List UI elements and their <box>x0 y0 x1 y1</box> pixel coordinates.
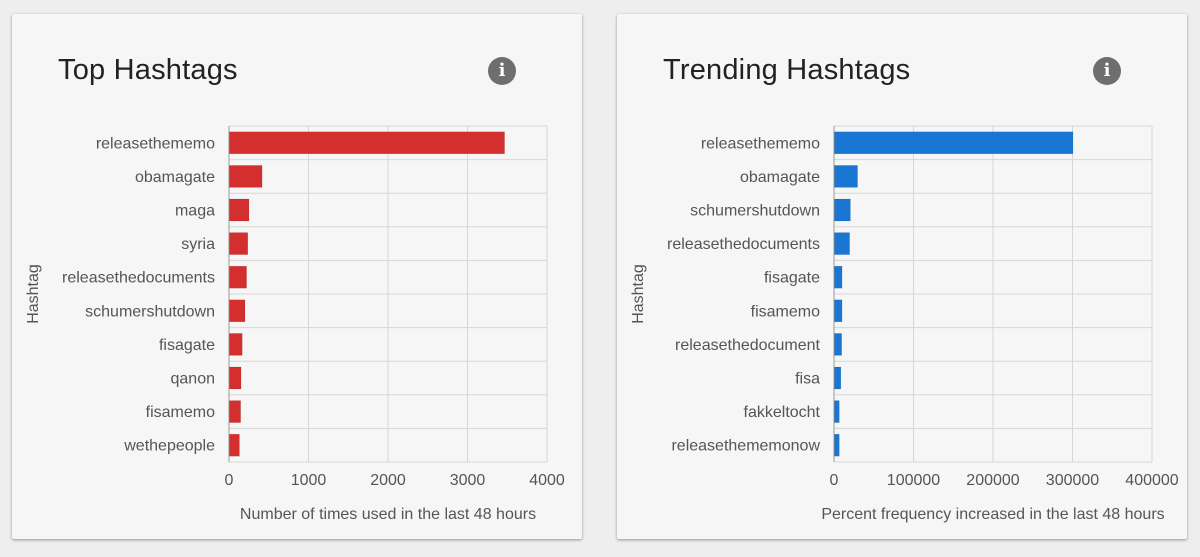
bar <box>229 433 240 457</box>
category-label: fisamemo <box>146 404 215 421</box>
card-title: Top Hashtags <box>58 54 238 86</box>
x-tick-label: 3000 <box>450 472 486 489</box>
category-label: schumershutdown <box>85 303 215 320</box>
card-title: Trending Hashtags <box>663 54 911 86</box>
category-label: fisa <box>795 371 820 388</box>
x-tick-label: 2000 <box>370 472 406 489</box>
bar <box>834 366 842 390</box>
category-label: releasethememonow <box>671 438 820 455</box>
category-label: obamagate <box>135 169 215 186</box>
x-tick-label: 0 <box>830 472 839 489</box>
category-label: obamagate <box>740 169 820 186</box>
bar <box>834 165 858 188</box>
info-icon[interactable]: i <box>1093 57 1121 85</box>
category-label: maga <box>175 203 215 220</box>
x-tick-label: 0 <box>225 472 234 489</box>
x-tick-label: 1000 <box>291 472 327 489</box>
category-label: fisagate <box>159 337 215 354</box>
bar <box>229 400 241 423</box>
x-tick-label: 400000 <box>1125 472 1178 489</box>
category-label: releasethememo <box>701 135 820 152</box>
top-hashtags-chart: releasethememo obamagate maga syria releaset… <box>25 125 565 523</box>
bar <box>834 198 851 222</box>
bar <box>229 299 246 323</box>
bar <box>834 433 840 457</box>
y-axis-label: Hashtag <box>25 264 42 324</box>
category-label: fisamemo <box>751 303 820 320</box>
bar <box>229 165 263 188</box>
bar <box>229 198 250 222</box>
bar <box>834 400 840 423</box>
info-icon[interactable]: i <box>488 57 516 85</box>
bar <box>834 299 843 323</box>
y-axis-label: Hashtag <box>630 264 647 324</box>
category-label: releasethedocument <box>675 337 821 354</box>
bar <box>229 265 247 289</box>
category-label: releasethememo <box>96 135 215 152</box>
x-tick-label: 100000 <box>887 472 940 489</box>
category-label: wethepeople <box>123 438 215 455</box>
x-tick-label: 200000 <box>966 472 1019 489</box>
bar <box>834 265 843 289</box>
bar <box>834 131 1074 155</box>
trending-hashtags-chart: releasethememo obamagate schumershutdown re… <box>630 125 1179 523</box>
x-axis-label: Number of times used in the last 48 hour… <box>240 506 536 523</box>
category-label: qanon <box>171 371 216 388</box>
x-axis-label: Percent frequency increased in the last … <box>821 506 1164 523</box>
category-label: releasethedocuments <box>62 270 215 287</box>
x-tick-label: 4000 <box>529 472 565 489</box>
bar <box>834 232 850 255</box>
bar <box>229 333 243 356</box>
category-label: releasethedocuments <box>667 236 820 253</box>
category-label: syria <box>181 236 215 253</box>
bar <box>229 232 249 255</box>
top-hashtags-card: Top Hashtags i releasethememo obamagate ma… <box>12 14 582 539</box>
category-label: fakkeltocht <box>744 404 821 421</box>
bar <box>834 333 842 356</box>
bar <box>229 366 242 390</box>
category-label: fisagate <box>764 270 820 287</box>
category-label: schumershutdown <box>690 203 820 220</box>
bar <box>229 131 505 155</box>
x-tick-label: 300000 <box>1046 472 1099 489</box>
trending-hashtags-card: Trending Hashtags i releasethememo obamag… <box>617 14 1187 539</box>
